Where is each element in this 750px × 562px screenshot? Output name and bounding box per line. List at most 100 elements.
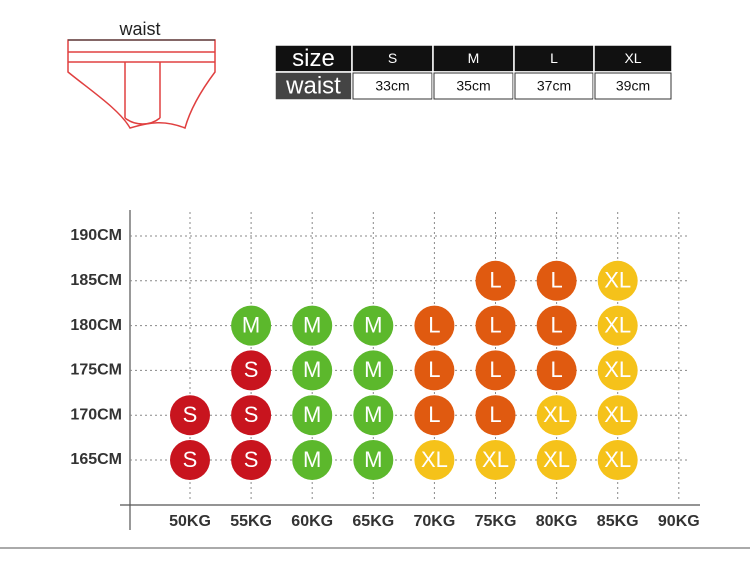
size-dot-label: XL [604, 447, 631, 472]
weight-label: 85KG [597, 513, 639, 530]
size-dot [414, 440, 455, 480]
size-dot [231, 395, 272, 436]
size-dot-label: XL [604, 268, 631, 293]
size-dot [475, 305, 516, 346]
size-dot [475, 350, 516, 391]
cell-border [352, 72, 433, 100]
weight-label: 65KG [352, 513, 394, 530]
table-cell [513, 71, 595, 101]
table-cell [351, 44, 434, 73]
cell-text: M [468, 50, 480, 66]
cell-border [594, 72, 672, 100]
weight-label: 60KG [291, 513, 333, 530]
waist-label: waist [118, 19, 160, 39]
size-dot-label: L [550, 312, 562, 337]
cell-text: L [550, 50, 558, 66]
weight-label: 55KG [230, 513, 272, 530]
size-dot [353, 395, 394, 436]
size-dot-label: XL [482, 447, 509, 472]
size-dot-label: XL [543, 402, 570, 427]
size-dot-label: M [364, 357, 382, 382]
size-dot-label: S [183, 402, 198, 427]
weight-label: 80KG [536, 513, 578, 530]
size-dot [231, 305, 272, 346]
size-dot [536, 350, 577, 391]
size-dot-label: XL [604, 312, 631, 337]
size-dot [414, 395, 455, 436]
size-dot [536, 260, 577, 301]
cell-text: 39cm [616, 78, 650, 94]
size-dot [597, 395, 638, 436]
size-dot-label: L [489, 357, 501, 382]
size-dot [170, 440, 210, 480]
size-dot [292, 350, 333, 391]
row-header: size [292, 45, 335, 72]
height-label: 190CM [70, 227, 122, 244]
size-dot [536, 395, 577, 436]
size-dot [536, 440, 577, 480]
size-dot [597, 260, 638, 301]
size-dot-label: M [303, 402, 321, 427]
size-dot [414, 350, 455, 391]
size-dot-label: L [489, 312, 501, 337]
size-dot-label: M [303, 312, 321, 337]
size-dot [231, 440, 272, 480]
size-dot [414, 305, 455, 346]
row-header: waist [285, 72, 341, 99]
size-dot-label: L [489, 268, 501, 293]
size-dot-label: S [244, 357, 259, 382]
size-dot-label: L [550, 357, 562, 382]
size-dot [475, 440, 516, 480]
briefs-drawing [67, 39, 216, 130]
size-dot-label: S [183, 447, 198, 472]
cell-text: 33cm [375, 78, 409, 94]
cell-text: 35cm [456, 78, 490, 94]
table-cell [593, 71, 673, 101]
height-label: 185CM [70, 272, 122, 289]
size-dot [292, 440, 333, 480]
size-dot [353, 350, 394, 391]
size-dot [353, 305, 394, 346]
size-dot-label: XL [604, 402, 631, 427]
weight-label: 50KG [169, 513, 211, 530]
weight-label: 75KG [475, 513, 517, 530]
height-label: 180CM [70, 317, 122, 334]
size-dot [292, 395, 333, 436]
size-dot [597, 440, 638, 480]
size-dot-label: M [303, 357, 321, 382]
size-dot [475, 260, 516, 301]
size-dot [170, 395, 210, 436]
size-dot-label: M [303, 447, 321, 472]
cell-border [514, 72, 594, 100]
size-table: size S M L XL waist 33cm 35cm 37cm 39cm [274, 44, 673, 101]
table-cell [593, 44, 673, 73]
size-dot-label: M [364, 447, 382, 472]
size-dot [536, 305, 577, 346]
size-dot-label: S [244, 402, 259, 427]
size-dot-label: L [428, 402, 440, 427]
weight-label: 70KG [414, 513, 456, 530]
cell-text: 37cm [537, 78, 571, 94]
size-dot-label: XL [543, 447, 570, 472]
size-dot-label: L [489, 402, 501, 427]
weight-label: 90KG [658, 513, 700, 530]
size-dot-label: XL [604, 357, 631, 382]
size-dot-label: M [364, 312, 382, 337]
cell-text: XL [624, 50, 641, 66]
size-dot [292, 305, 333, 346]
size-dot [475, 395, 516, 436]
size-dot-label: L [428, 357, 440, 382]
cell-border [433, 72, 514, 100]
size-dot [231, 350, 272, 391]
size-dot [597, 350, 638, 391]
size-dot [597, 305, 638, 346]
size-dot-label: L [550, 268, 562, 293]
size-dot-label: M [242, 312, 260, 337]
size-dot [353, 440, 394, 480]
size-grid: 50KG 55KG 60KG 65KG 70KG 75KG 80KG 85KG 90KG 190C… [70, 212, 700, 530]
height-label: 165CM [70, 451, 122, 468]
height-label: 175CM [70, 362, 122, 379]
height-label: 170CM [70, 406, 122, 423]
size-dot-label: XL [421, 447, 448, 472]
